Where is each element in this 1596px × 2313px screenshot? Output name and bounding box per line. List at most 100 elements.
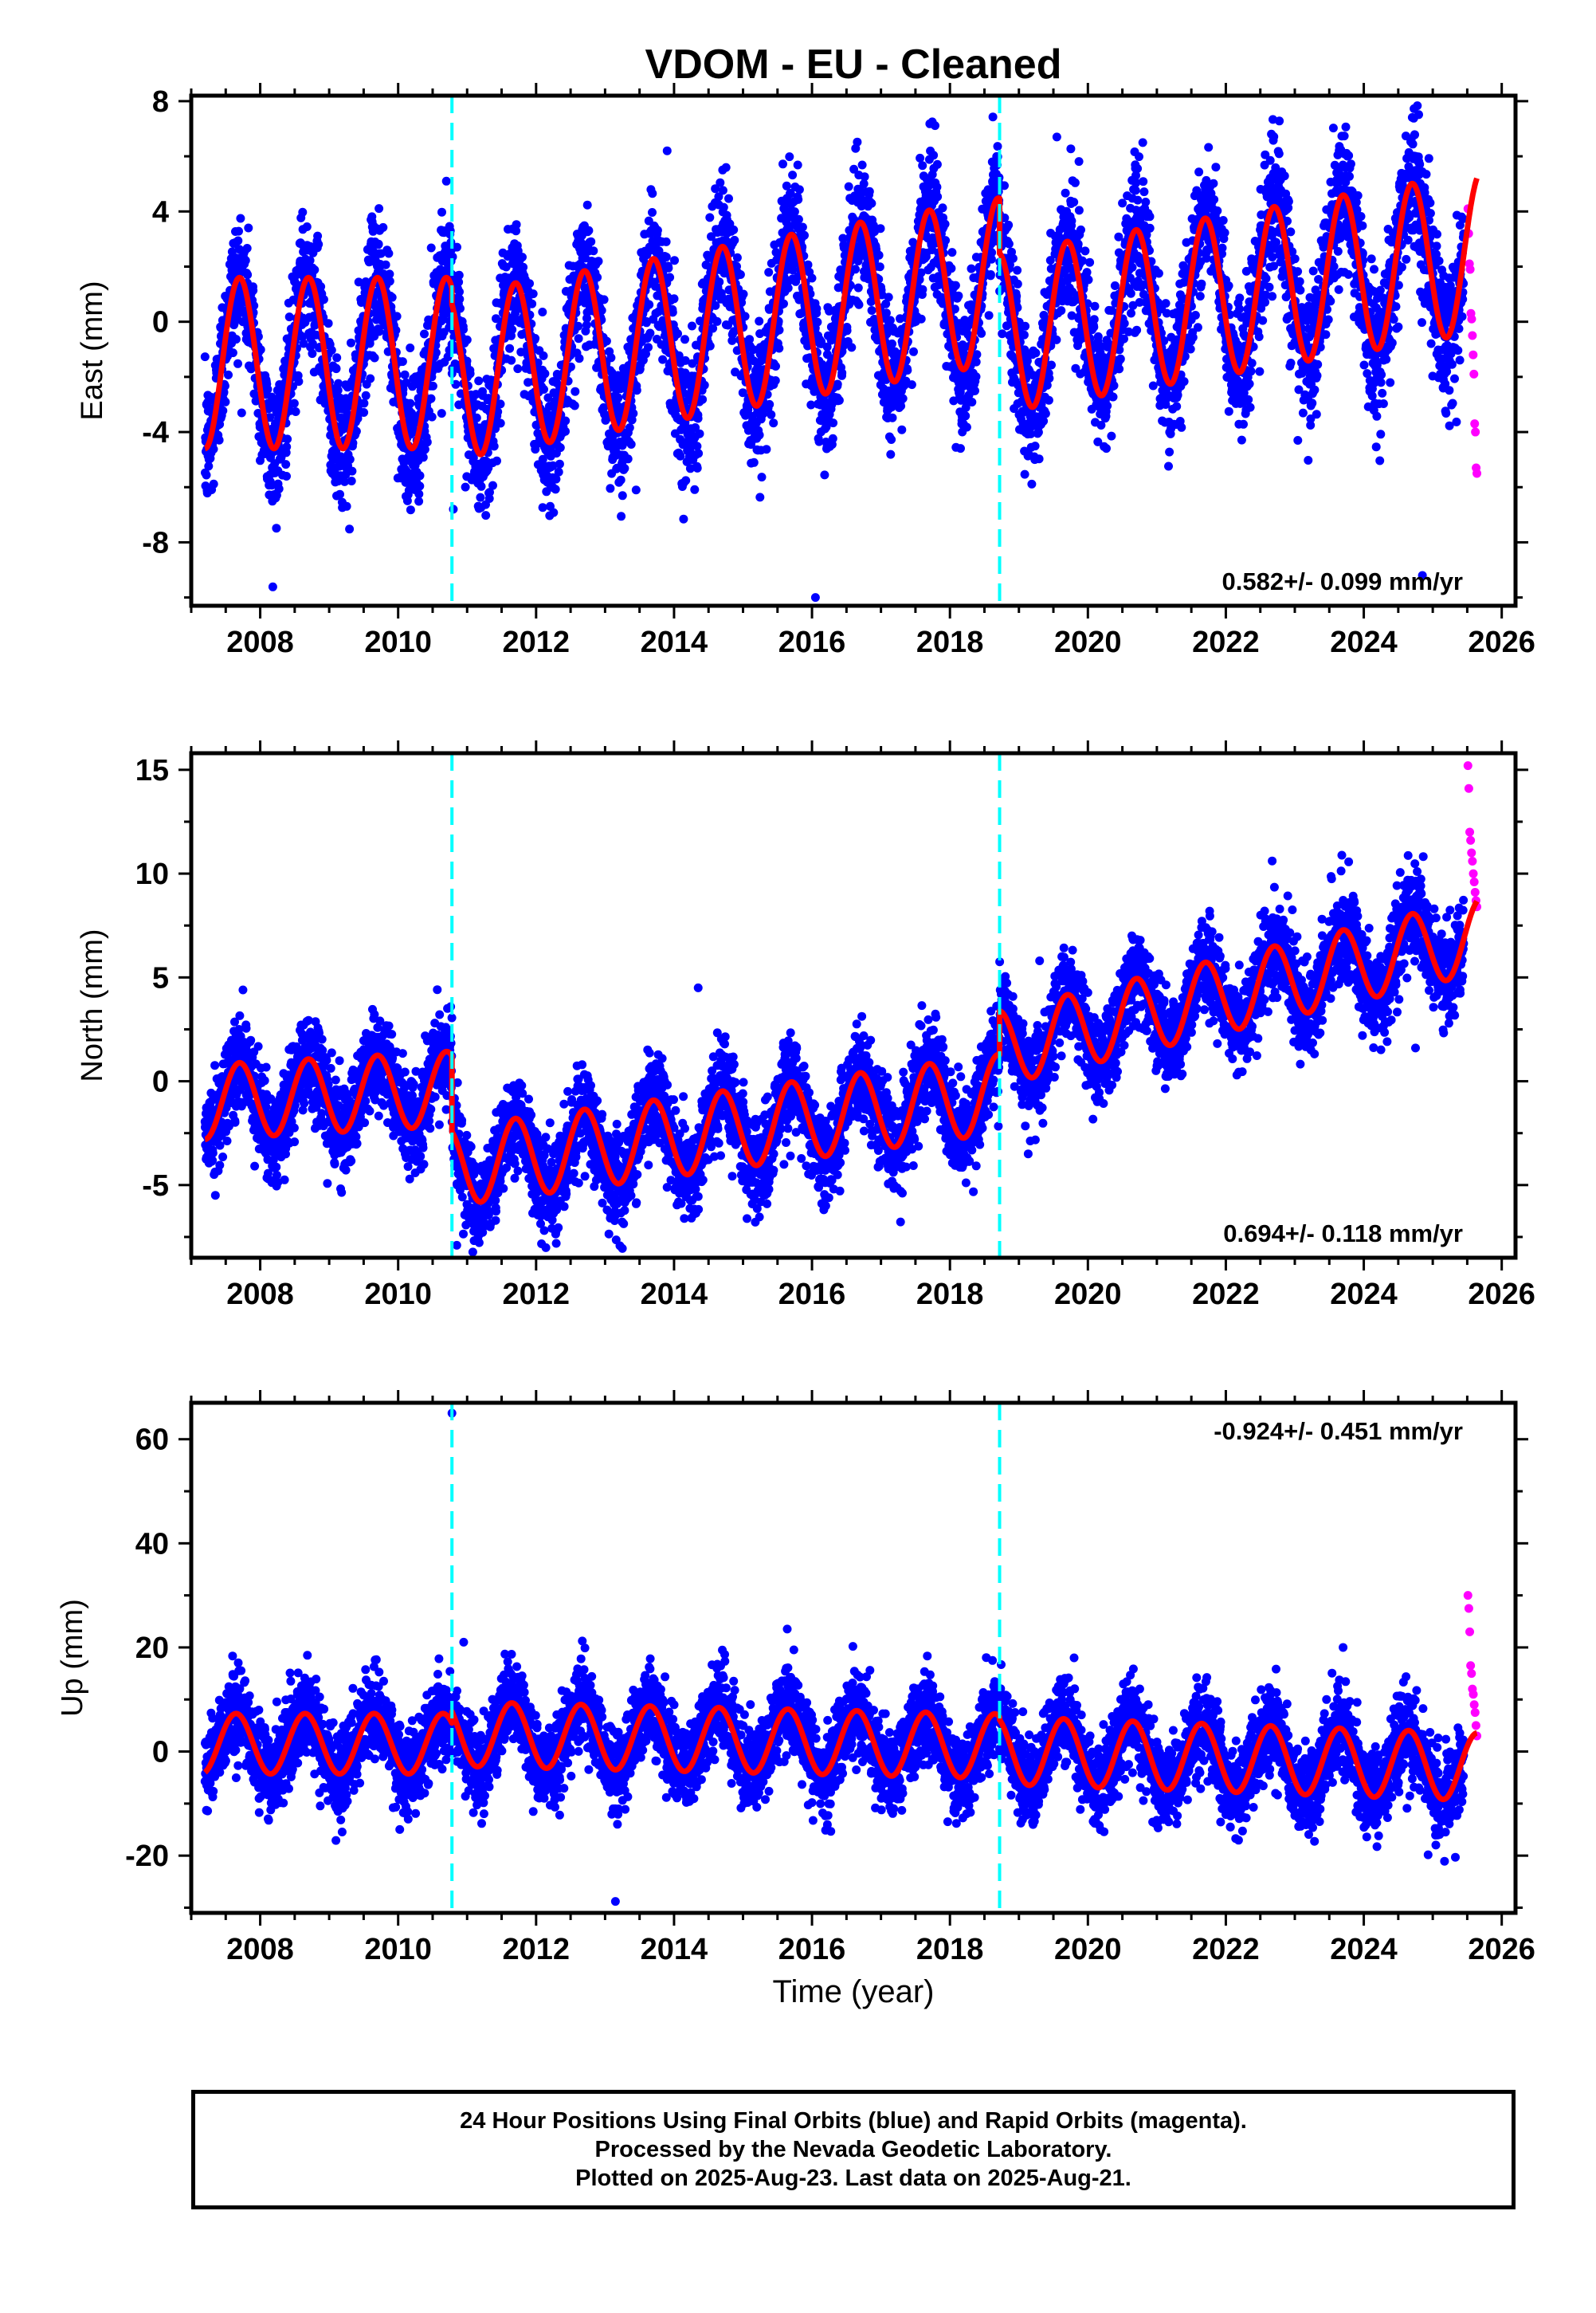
data-point-final	[274, 484, 284, 493]
data-point-final	[620, 464, 629, 473]
data-point-final	[228, 348, 237, 358]
data-point-final	[769, 418, 778, 428]
data-point-final	[220, 381, 229, 391]
data-point-final	[1132, 325, 1142, 335]
data-point-final	[209, 445, 218, 454]
data-point-final	[757, 473, 767, 482]
data-point-final	[555, 443, 565, 453]
data-point-final	[929, 151, 939, 160]
data-point-final	[282, 442, 292, 452]
data-point-final	[932, 183, 942, 192]
data-point-final	[606, 353, 616, 363]
data-point-final	[476, 493, 485, 502]
data-point-final	[406, 344, 415, 352]
data-point-final	[451, 379, 461, 389]
data-point-final	[606, 484, 615, 493]
data-point-final	[648, 189, 657, 198]
data-point-final	[221, 397, 230, 406]
data-point-final	[465, 369, 475, 379]
data-point-final	[1103, 401, 1112, 410]
data-point-final	[593, 273, 602, 282]
data-point-final	[582, 200, 592, 210]
data-point-final	[305, 256, 315, 265]
data-point-final	[551, 485, 560, 494]
data-point-final	[359, 408, 369, 417]
data-point-final	[400, 370, 410, 379]
data-point-final	[574, 354, 584, 363]
data-point-final	[313, 231, 323, 241]
data-point-final	[1084, 275, 1093, 285]
data-point-final	[1089, 315, 1099, 324]
data-point-final	[415, 471, 425, 481]
data-point-final	[629, 409, 638, 418]
data-point-final	[602, 336, 611, 346]
data-point-final	[875, 262, 884, 272]
data-point-final	[268, 582, 277, 591]
data-point-final	[783, 283, 793, 293]
data-point-final	[1013, 265, 1022, 275]
data-point-final	[820, 470, 829, 480]
data-point-final	[308, 349, 317, 359]
data-point-final	[297, 332, 307, 342]
data-point-final	[961, 411, 971, 421]
data-point-final	[853, 137, 862, 147]
data-point-final	[986, 270, 995, 279]
data-point-final	[618, 491, 627, 501]
data-point-final	[496, 399, 505, 409]
data-point-final	[1021, 321, 1030, 331]
data-point-final	[472, 413, 481, 422]
data-point-final	[694, 449, 704, 458]
data-point-final	[555, 459, 564, 469]
data-point-final	[774, 344, 784, 353]
data-point-final	[326, 430, 335, 440]
data-point-final	[860, 172, 869, 182]
data-point-final	[616, 475, 625, 485]
data-point-final	[233, 359, 242, 368]
data-point-final	[1076, 225, 1085, 234]
data-point-final	[314, 240, 324, 249]
data-point-final	[617, 512, 626, 521]
data-point-final	[332, 353, 342, 363]
data-point-final	[243, 270, 253, 280]
data-point-final	[489, 442, 499, 451]
data-point-final	[443, 352, 453, 362]
data-point-final	[954, 291, 963, 300]
data-point-final	[1052, 335, 1061, 344]
data-point-final	[354, 277, 363, 287]
data-point-final	[887, 435, 896, 444]
data-point-final	[1107, 431, 1116, 441]
data-point-final	[431, 348, 441, 357]
data-point-final	[1139, 177, 1148, 187]
data-point-final	[327, 345, 336, 355]
data-point-final	[291, 407, 300, 416]
panel-east-plot-area	[200, 96, 1482, 606]
data-point-final	[698, 395, 708, 404]
data-point-final	[249, 286, 258, 295]
data-point-final	[803, 260, 813, 269]
data-point-final	[1047, 360, 1056, 370]
data-point-final	[885, 316, 895, 325]
data-point-final	[867, 198, 876, 208]
data-point-final	[347, 338, 355, 348]
data-point-final	[632, 386, 641, 395]
data-point-final	[794, 185, 804, 194]
data-point-final	[857, 160, 867, 170]
data-point-final	[844, 182, 853, 191]
data-point-final	[718, 186, 727, 195]
data-point-final	[387, 293, 397, 302]
data-point-final	[437, 409, 446, 418]
data-point-final	[1090, 301, 1100, 311]
data-point-final	[988, 112, 998, 122]
data-point-final	[351, 426, 361, 436]
data-point-final	[1138, 138, 1147, 147]
data-point-final	[813, 317, 822, 327]
data-point-final	[233, 236, 243, 245]
data-point-final	[938, 203, 947, 213]
data-point-final	[391, 325, 401, 335]
data-point-final	[1057, 306, 1066, 316]
data-point-final	[730, 235, 739, 245]
data-point-final	[299, 339, 308, 348]
data-point-final	[874, 250, 884, 260]
data-point-final	[348, 438, 358, 448]
data-point-final	[1110, 281, 1120, 290]
